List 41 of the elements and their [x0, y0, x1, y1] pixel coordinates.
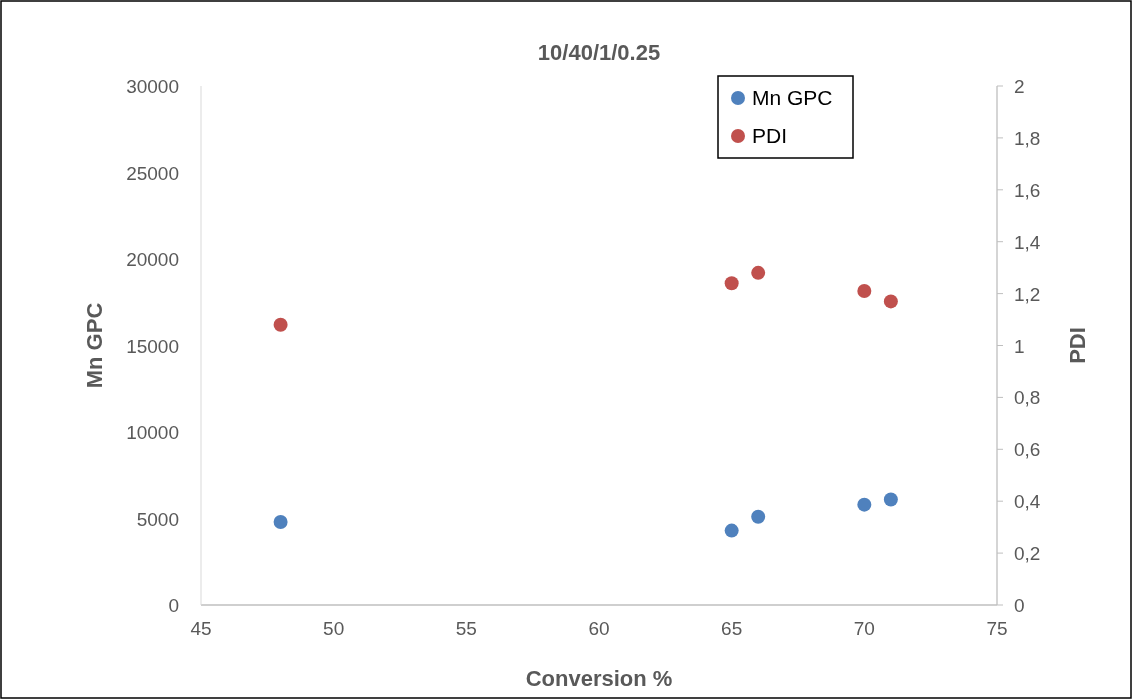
y2-tick-label: 1,2 — [1014, 283, 1041, 305]
x-tick-label: 70 — [853, 618, 875, 639]
point — [751, 265, 766, 280]
y2-tick-label: 1,4 — [1014, 231, 1041, 253]
chart-title: 10/40/1/0.25 — [537, 40, 661, 65]
y2-tick-label: 0,8 — [1014, 387, 1041, 409]
y-axis-title: Mn GPC — [82, 302, 107, 389]
y-tick-label: 15000 — [126, 335, 179, 357]
y2-tick-label: 0 — [1014, 595, 1025, 616]
x-tick-label: 55 — [455, 618, 477, 639]
point — [724, 276, 739, 291]
legend-label: Mn GPC — [752, 86, 833, 109]
point — [857, 497, 872, 512]
y2-tick-label: 0,4 — [1014, 491, 1041, 513]
y2-tick-label: 1 — [1014, 335, 1025, 357]
y-tick-label: 20000 — [126, 249, 179, 270]
point — [883, 492, 898, 507]
x-tick-label: 50 — [323, 618, 345, 639]
x-tick-label: 45 — [190, 618, 212, 639]
y-tick-label: 25000 — [126, 162, 179, 184]
point — [273, 317, 288, 332]
x-axis-title: Conversion % — [525, 666, 673, 691]
y2-tick-label: 1,6 — [1014, 179, 1041, 201]
point — [857, 284, 872, 299]
y2-tick-label: 0,2 — [1014, 543, 1041, 565]
x-tick-label: 75 — [986, 618, 1008, 639]
x-tick-label: 65 — [721, 618, 743, 639]
y-tick-label: 0 — [168, 595, 179, 616]
y-tick-label: 5000 — [136, 508, 179, 530]
legend-label: PDI — [752, 124, 788, 147]
x-tick-label: 60 — [588, 618, 610, 639]
point — [751, 509, 766, 524]
y2-axis-title: PDI — [1065, 327, 1090, 364]
point — [883, 294, 898, 309]
y-tick-label: 10000 — [126, 422, 179, 443]
point — [724, 523, 739, 538]
point — [273, 514, 288, 529]
y2-tick-label: 2 — [1014, 76, 1025, 97]
y-tick-label: 30000 — [126, 76, 179, 97]
y2-tick-label: 0,6 — [1014, 439, 1041, 461]
y2-tick-label: 1,8 — [1014, 127, 1041, 149]
